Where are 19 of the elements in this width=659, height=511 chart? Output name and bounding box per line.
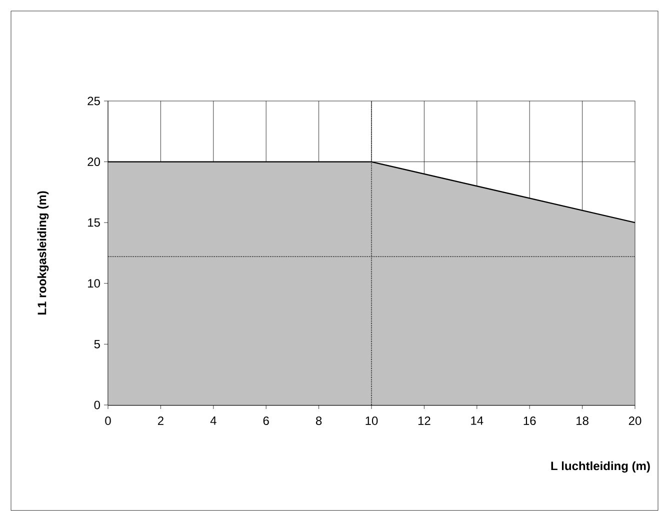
x-tick-label: 14 [471,416,484,425]
x-tick-label: 0 [105,416,111,426]
x-tick-label: 8 [316,416,322,426]
x-tick-label: 12 [418,416,430,425]
x-axis-title: L luchtleiding (m) [551,461,650,473]
y-tick-label: 20 [88,158,100,166]
y-tick-label: 5 [94,340,100,348]
y-tick-label: 0 [94,400,100,410]
x-tick-label: 16 [524,416,536,426]
y-tick-label: 25 [88,96,100,106]
x-tick-label: 6 [263,416,269,426]
x-tick-label: 10 [366,416,378,426]
y-axis-title: L1 rookgasleiding (m) [37,191,49,315]
x-tick-label: 2 [158,416,164,425]
x-tick-label: 4 [210,416,216,425]
y-tick-label: 15 [88,218,100,227]
x-tick-label: 20 [628,416,642,426]
x-tick-label: 18 [576,416,588,426]
y-tick-label: 10 [88,279,100,288]
